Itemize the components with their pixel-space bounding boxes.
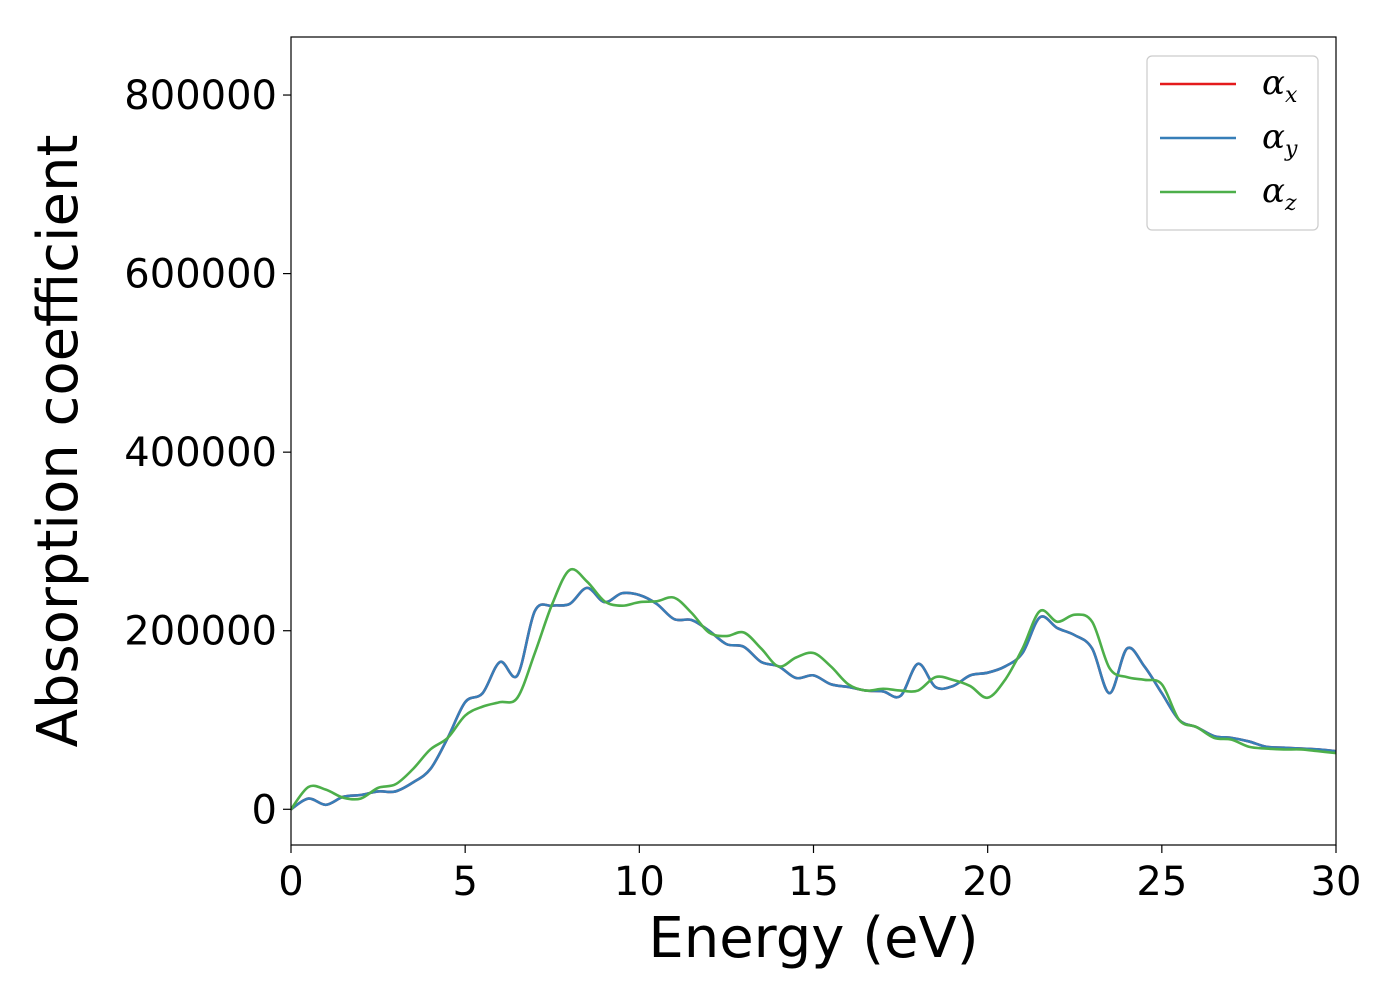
x-tick-label: 0: [278, 859, 303, 905]
x-tick-label: 30: [1311, 859, 1362, 905]
legend-subscript: y: [1284, 137, 1298, 162]
series-line-alpha-z: [291, 567, 1336, 811]
plot-area: [291, 567, 1336, 811]
y-tick-label: 400000: [124, 430, 277, 476]
x-tick-label: 25: [1136, 859, 1187, 905]
x-tick-label: 10: [614, 859, 665, 905]
x-tick-label: 5: [452, 859, 477, 905]
legend-alpha-symbol: α: [1262, 63, 1285, 103]
x-tick-label: 15: [788, 859, 839, 905]
legend-subscript: z: [1284, 191, 1297, 216]
axes: 0 5 10 15 20 25 30 0 200000 400000 600000 800000 Ene…: [26, 36, 1362, 971]
legend-label-alpha-x: αx: [1262, 63, 1298, 108]
legend-box: [1146, 55, 1319, 231]
legend-alpha-symbol: α: [1262, 117, 1285, 157]
legend-label-alpha-y: αy: [1262, 117, 1298, 162]
legend-label-alpha-z: αz: [1262, 171, 1297, 216]
x-axis-title: Energy (eV): [648, 906, 978, 971]
legend-alpha-symbol: α: [1262, 171, 1285, 211]
y-tick-label: 200000: [124, 609, 277, 655]
y-tick-label: 600000: [124, 252, 277, 298]
x-tick-label: 20: [962, 859, 1013, 905]
legend-subscript: x: [1285, 83, 1298, 108]
y-tick-label: 800000: [124, 73, 277, 119]
series-lines: [291, 567, 1336, 811]
y-tick-label: 0: [252, 787, 277, 833]
series-line-alpha-y: [291, 586, 1336, 811]
y-axis-title: Absorption coefficient: [26, 135, 91, 748]
